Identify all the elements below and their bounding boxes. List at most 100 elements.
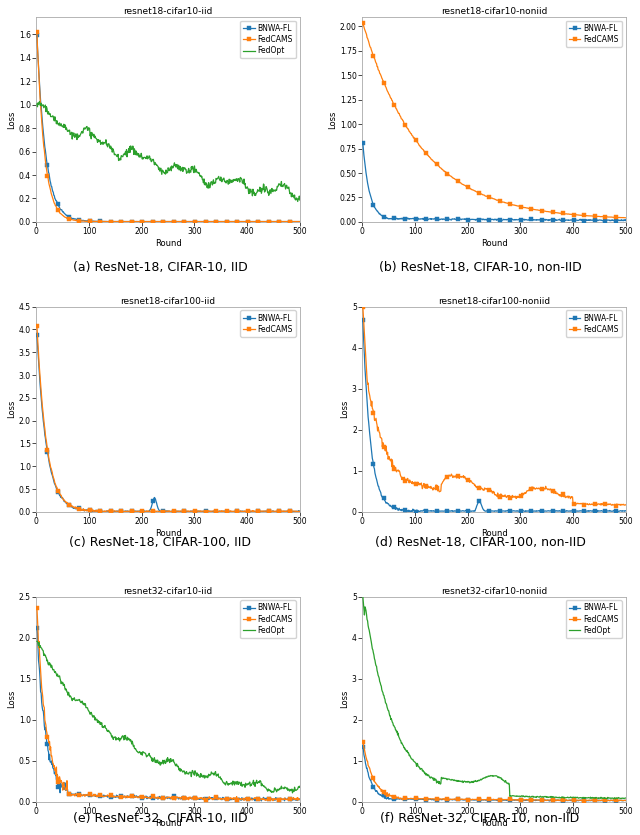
BNWA-FL [486,215,493,225]
FedOpt [158,758,166,768]
BNWA-FL [616,215,624,225]
FedCAMS [176,506,184,516]
FedOpt [289,788,296,798]
BNWA-FL [575,506,582,516]
FedCAMS [269,796,277,806]
FedOpt [248,778,256,788]
BNWA-FL [248,794,256,804]
BNWA-FL [622,215,630,225]
Text: (f) ResNet-32, CIFAR-10, non-IID: (f) ResNet-32, CIFAR-10, non-IID [380,812,580,825]
BNWA-FL [290,794,298,804]
FedCAMS [501,198,509,208]
Line: FedCAMS: FedCAMS [35,30,301,223]
FedOpt [190,168,198,178]
Legend: BNWA-FL, FedCAMS: BNWA-FL, FedCAMS [566,21,622,47]
BNWA-FL [515,795,523,805]
FedOpt [36,96,44,106]
FedCAMS [359,301,367,311]
BNWA-FL [159,792,167,802]
Legend: BNWA-FL, FedCAMS, FedOpt: BNWA-FL, FedCAMS, FedOpt [240,21,296,58]
Line: FedCAMS: FedCAMS [35,324,301,514]
Text: (a) ResNet-18, CIFAR-10, IID: (a) ResNet-18, CIFAR-10, IID [72,261,248,274]
FedCAMS [158,792,166,802]
FedCAMS [159,506,166,516]
BNWA-FL [160,507,168,517]
BNWA-FL [484,215,492,225]
BNWA-FL [616,795,624,805]
BNWA-FL [189,792,197,802]
FedCAMS [515,201,523,211]
Legend: BNWA-FL, FedCAMS, FedOpt: BNWA-FL, FedCAMS, FedOpt [566,600,622,638]
FedCAMS [612,501,620,511]
Line: FedCAMS: FedCAMS [361,305,627,508]
BNWA-FL [135,507,143,517]
BNWA-FL [359,741,367,752]
FedCAMS [616,500,624,510]
X-axis label: Round: Round [155,529,182,538]
Line: BNWA-FL: BNWA-FL [35,625,301,802]
FedOpt [296,782,303,792]
Title: resnet18-cifar100-iid: resnet18-cifar100-iid [120,297,216,306]
BNWA-FL [359,138,367,148]
BNWA-FL [296,794,303,804]
FedCAMS [33,603,41,613]
FedOpt [33,636,41,646]
Title: resnet18-cifar10-iid: resnet18-cifar10-iid [124,7,213,16]
BNWA-FL [575,796,582,806]
FedCAMS [575,210,582,220]
BNWA-FL [33,331,41,341]
FedCAMS [616,796,624,806]
BNWA-FL [545,796,553,806]
FedCAMS [515,491,523,501]
FedCAMS [296,506,303,516]
Y-axis label: Loss: Loss [7,110,16,129]
BNWA-FL [484,506,492,516]
BNWA-FL [580,216,588,226]
BNWA-FL [176,507,184,517]
BNWA-FL [159,507,166,517]
FedOpt [515,791,523,801]
X-axis label: Round: Round [481,240,508,248]
Title: resnet18-cifar10-noniid: resnet18-cifar10-noniid [441,7,547,16]
BNWA-FL [622,796,630,806]
FedOpt [484,772,492,782]
FedCAMS [159,216,166,226]
FedOpt [622,793,630,803]
FedCAMS [486,794,493,804]
FedCAMS [484,484,492,494]
FedCAMS [33,321,41,331]
BNWA-FL [249,507,257,517]
FedCAMS [249,216,257,226]
FedCAMS [160,216,168,226]
FedCAMS [615,796,623,806]
Title: resnet32-cifar10-iid: resnet32-cifar10-iid [124,587,212,595]
FedCAMS [189,793,197,803]
FedCAMS [296,794,303,804]
FedOpt [159,759,167,769]
FedCAMS [622,795,630,805]
BNWA-FL [501,795,509,805]
FedCAMS [501,795,509,805]
FedOpt [159,165,166,175]
Line: FedOpt: FedOpt [37,641,300,793]
Title: resnet32-cifar10-noniid: resnet32-cifar10-noniid [441,587,547,595]
FedCAMS [176,216,184,226]
FedCAMS [359,736,367,746]
FedCAMS [622,213,630,223]
BNWA-FL [359,315,367,325]
X-axis label: Round: Round [481,819,508,828]
FedCAMS [622,499,630,509]
Y-axis label: Loss: Loss [340,400,349,418]
FedOpt [616,793,624,803]
FedCAMS [486,485,493,495]
BNWA-FL [296,506,303,516]
Line: FedOpt: FedOpt [37,101,300,201]
FedOpt [249,185,257,195]
FedOpt [294,196,301,206]
FedOpt [176,163,184,173]
FedCAMS [616,213,623,223]
BNWA-FL [290,216,298,226]
FedCAMS [290,794,298,804]
Line: FedCAMS: FedCAMS [361,740,627,802]
BNWA-FL [33,623,41,633]
